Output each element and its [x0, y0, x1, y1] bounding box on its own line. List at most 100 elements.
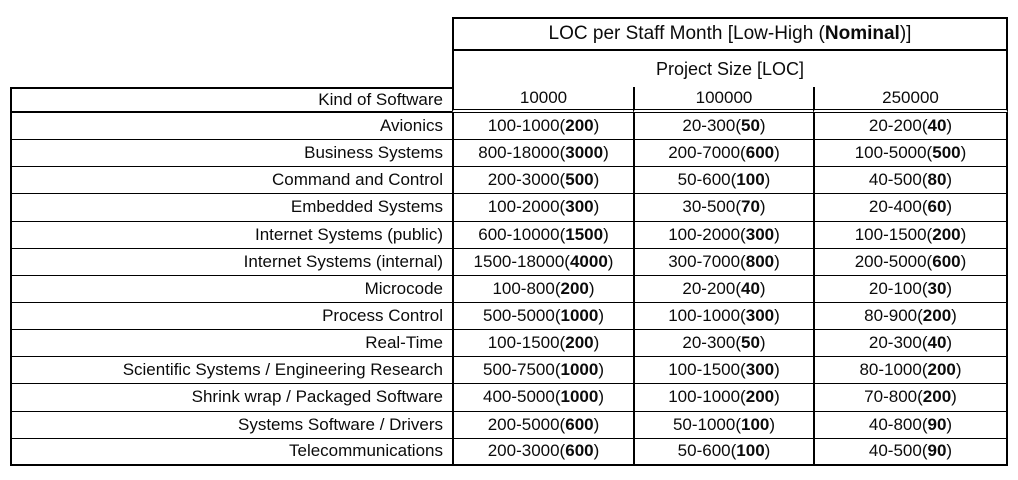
- paren-close: ): [598, 360, 604, 380]
- kind-cell: Systems Software / Drivers: [10, 411, 452, 439]
- size-col-header-10000: 10000: [452, 87, 633, 113]
- paren-close: ): [764, 170, 771, 190]
- project-size-header: Project Size [LOC]: [452, 51, 1008, 87]
- nominal-value: 200: [927, 360, 956, 380]
- nominal-value: 40: [927, 116, 947, 136]
- paren-close: ): [593, 333, 600, 353]
- paren-close: ): [603, 143, 609, 163]
- value-cell: 80-1000(200): [813, 357, 1008, 385]
- nominal-value: 200: [565, 116, 594, 136]
- value-cell: 20-400(60): [813, 194, 1008, 222]
- range-text: 100-1000(: [668, 306, 746, 326]
- value-cell: 600-10000(1500): [452, 221, 633, 249]
- range-text: 200-3000(: [487, 441, 566, 461]
- kind-cell: Embedded Systems: [10, 194, 452, 222]
- paren-close: ): [774, 251, 780, 271]
- nominal-value: 600: [565, 414, 594, 434]
- loc-table: LOC per Staff Month [Low-High (Nominal)]…: [10, 17, 1008, 466]
- range-text: 20-300(: [682, 333, 741, 353]
- range-text: 30-500(: [682, 197, 741, 217]
- range-text: 20-100(: [868, 278, 928, 298]
- paren-close: ): [946, 197, 953, 217]
- paren-close: ): [759, 333, 766, 353]
- paren-close: ): [759, 278, 766, 298]
- value-cell: 100-5000(500): [813, 140, 1008, 168]
- paren-close: ): [593, 414, 600, 434]
- range-text: 400-5000(: [482, 387, 561, 407]
- paren-close: ): [946, 116, 953, 136]
- range-text: 20-300(: [868, 333, 928, 353]
- nominal-value: 100: [736, 170, 765, 190]
- range-text: 20-200(: [868, 116, 928, 136]
- paren-close: ): [946, 441, 953, 461]
- range-text: 800-18000(: [478, 143, 566, 163]
- nominal-value: 40: [741, 278, 760, 298]
- nominal-value: 50: [741, 116, 760, 136]
- title-text-post: )]: [899, 23, 912, 44]
- value-cell: 100-1500(200): [452, 330, 633, 358]
- range-text: 50-1000(: [672, 414, 741, 434]
- paren-close: ): [774, 224, 780, 244]
- value-cell: 40-800(90): [813, 411, 1008, 439]
- paren-close: ): [593, 441, 600, 461]
- nominal-value: 80: [927, 170, 947, 190]
- range-text: 100-5000(: [854, 143, 933, 163]
- nominal-value: 800: [745, 251, 775, 271]
- value-cell: 800-18000(3000): [452, 140, 633, 168]
- range-text: 200-5000(: [854, 251, 933, 271]
- kind-cell: Avionics: [10, 113, 452, 141]
- size-col-header-100000: 100000: [633, 87, 813, 113]
- range-text: 80-1000(: [859, 360, 928, 380]
- paren-close: ): [960, 251, 967, 271]
- kind-cell: Business Systems: [10, 140, 452, 168]
- paren-close: ): [955, 360, 962, 380]
- paren-close: ): [946, 170, 953, 190]
- range-text: 20-400(: [868, 197, 928, 217]
- range-text: 80-900(: [864, 306, 923, 326]
- range-text: 20-200(: [682, 278, 741, 298]
- nominal-value: 1000: [560, 360, 599, 380]
- nominal-value: 60: [927, 197, 947, 217]
- paren-close: ): [960, 143, 967, 163]
- value-cell: 20-200(40): [633, 275, 813, 303]
- kind-cell: Command and Control: [10, 167, 452, 195]
- value-cell: 20-300(50): [633, 330, 813, 358]
- value-cell: 100-1500(200): [813, 221, 1008, 249]
- value-cell: 500-5000(1000): [452, 302, 633, 331]
- range-text: 100-1000(: [487, 116, 566, 136]
- nominal-value: 200: [565, 333, 594, 353]
- blank-corner-mid: [10, 51, 452, 87]
- nominal-value: 40: [927, 333, 947, 353]
- nominal-value: 4000: [569, 251, 608, 271]
- value-cell: 30-500(70): [633, 194, 813, 222]
- value-cell: 200-7000(600): [633, 140, 813, 168]
- range-text: 300-7000(: [668, 251, 746, 271]
- nominal-value: 1000: [560, 306, 599, 326]
- value-cell: 100-2000(300): [633, 221, 813, 249]
- nominal-value: 90: [927, 441, 947, 461]
- value-cell: 200-3000(600): [452, 438, 633, 466]
- paren-close: ): [607, 251, 614, 271]
- value-cell: 20-300(40): [813, 330, 1008, 358]
- paren-close: ): [598, 306, 604, 326]
- range-text: 40-800(: [868, 414, 928, 434]
- nominal-value: 500: [932, 143, 961, 163]
- range-text: 100-1500(: [668, 360, 746, 380]
- nominal-value: 50: [741, 333, 760, 353]
- value-cell: 20-100(30): [813, 275, 1008, 303]
- nominal-value: 500: [565, 170, 594, 190]
- value-cell: 500-7500(1000): [452, 357, 633, 385]
- paren-close: ): [951, 306, 957, 326]
- value-cell: 200-5000(600): [452, 411, 633, 439]
- nominal-value: 70: [741, 197, 760, 217]
- paren-close: ): [946, 333, 953, 353]
- value-cell: 40-500(80): [813, 167, 1008, 195]
- nominal-value: 300: [745, 306, 775, 326]
- range-text: 100-2000(: [487, 197, 566, 217]
- value-cell: 200-5000(600): [813, 248, 1008, 276]
- value-cell: 40-500(90): [813, 438, 1008, 466]
- value-cell: 100-1000(200): [452, 113, 633, 141]
- value-cell: 400-5000(1000): [452, 384, 633, 412]
- paren-close: ): [774, 143, 780, 163]
- value-cell: 100-2000(300): [452, 194, 633, 222]
